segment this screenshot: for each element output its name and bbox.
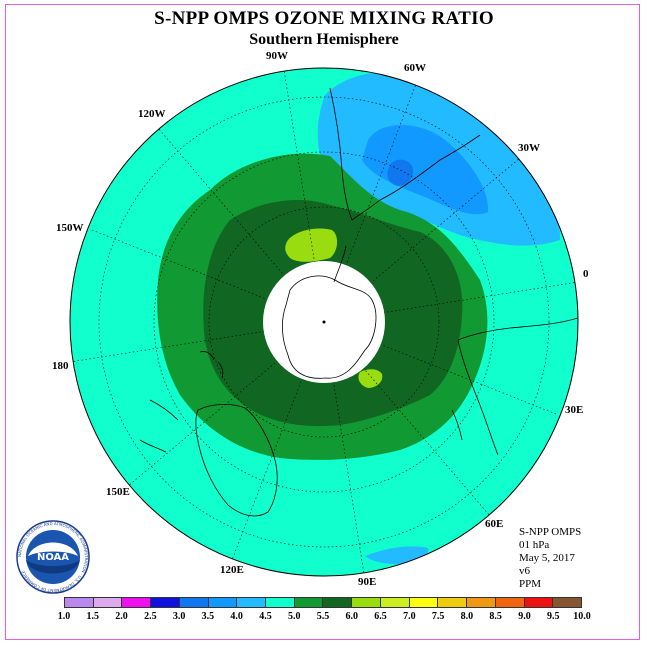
lon-label-120e: 120E: [220, 564, 244, 576]
color-scale-tick-label: 4.5: [259, 611, 272, 622]
lon-label-30e: 30E: [565, 404, 584, 416]
meridian: [323, 281, 578, 323]
color-swatch: [438, 598, 468, 607]
meridian: [323, 321, 491, 517]
color-swatch: [179, 598, 209, 607]
color-scale-tick-label: 2.5: [144, 611, 157, 622]
ozone-high-patch-1: [285, 228, 338, 262]
figure-frame: [5, 4, 640, 640]
color-swatch: [380, 598, 410, 607]
antarctica-coastline: [282, 245, 377, 379]
lon-label-120w: 120W: [138, 108, 166, 120]
lon-label-0: 0: [583, 268, 589, 280]
meridian: [323, 321, 365, 575]
meridian: [283, 69, 325, 323]
madagascar-coastline: [451, 409, 463, 441]
pressure-level: 01 hPa: [519, 539, 550, 551]
color-scale-tick-label: 2.0: [115, 611, 128, 622]
meridian: [157, 127, 325, 323]
color-scale-bar: [64, 597, 582, 608]
color-swatch: [237, 598, 267, 607]
units-label: PPM: [519, 578, 542, 590]
low-region-mid: [362, 125, 489, 215]
lon-label-150w: 150W: [56, 222, 84, 234]
color-swatch: [65, 598, 94, 607]
color-scale-tick-label: 9.0: [518, 611, 531, 622]
color-scale-tick-label: 1.5: [86, 611, 100, 622]
color-scale-tick-label: 1.0: [57, 611, 71, 622]
indonesia-coastline: [139, 399, 179, 453]
noaa-logo: NOAA NATIONAL OCEANIC AND ATMOSPHERIC AD…: [16, 520, 90, 594]
lon-label-150e: 150E: [106, 486, 130, 498]
color-swatch: [467, 598, 496, 607]
color-swatch: [409, 598, 439, 607]
color-swatch: [151, 598, 180, 607]
meridian: [323, 83, 417, 323]
meridian: [231, 321, 325, 561]
color-scale-tick-label: 7.0: [403, 611, 416, 622]
color-swatch: [294, 598, 324, 607]
color-swatch: [352, 598, 381, 607]
new-zealand-coastline: [199, 351, 224, 379]
lon-label-90e: 90E: [358, 576, 377, 588]
product-info: S-NPP OMPS 01 hPa May 5, 2017 v6 PPM: [519, 526, 581, 591]
color-swatch: [323, 598, 353, 607]
color-scale-tick-label: 7.5: [431, 611, 445, 622]
color-scale-tick-label: 6.5: [374, 611, 387, 622]
meridian: [323, 321, 557, 415]
low-region-core: [387, 159, 414, 186]
meridian: [127, 321, 325, 487]
color-swatch: [93, 598, 123, 607]
color-scale-tick-label: 5.5: [316, 611, 330, 622]
meridian: [70, 321, 325, 363]
australia-coastline: [195, 404, 278, 517]
color-scale-tick-label: 6.0: [345, 611, 359, 622]
meridian: [323, 157, 521, 323]
meridian: [91, 229, 325, 323]
color-scale-tick-label: 4.0: [230, 611, 243, 622]
color-swatch: [266, 598, 295, 607]
color-swatch: [524, 598, 554, 607]
africa-coastline: [457, 317, 578, 456]
color-swatch: [495, 598, 525, 607]
lon-label-60w: 60W: [404, 62, 426, 74]
color-swatch: [208, 598, 238, 607]
color-scale-tick-label: 3.0: [172, 611, 186, 622]
color-swatch: [553, 598, 581, 607]
lon-label-90w: 90W: [266, 50, 288, 62]
south-america-coastline: [329, 87, 481, 221]
color-scale-tick-label: 10.0: [573, 611, 591, 622]
lon-label-180: 180: [52, 360, 69, 372]
color-scale-tick-label: 8.5: [489, 611, 502, 622]
color-scale-tick-label: 9.5: [546, 611, 560, 622]
map-subtitle: Southern Hemisphere: [249, 31, 399, 48]
map-title: S-NPP OMPS OZONE MIXING RATIO: [154, 8, 494, 29]
instrument-label: S-NPP OMPS: [519, 526, 582, 538]
observation-date: May 5, 2017: [519, 552, 575, 564]
color-scale-tick-label: 8.0: [460, 611, 474, 622]
lon-label-30w: 30W: [518, 142, 540, 154]
color-scale-tick-label: 3.5: [201, 611, 215, 622]
color-swatch: [122, 598, 152, 607]
lon-label-60e: 60E: [485, 518, 504, 530]
version-label: v6: [519, 565, 530, 577]
color-scale-tick-label: 5.0: [287, 611, 301, 622]
noaa-logo-text: NOAA: [37, 552, 69, 563]
south-pole-marker: [322, 320, 326, 324]
